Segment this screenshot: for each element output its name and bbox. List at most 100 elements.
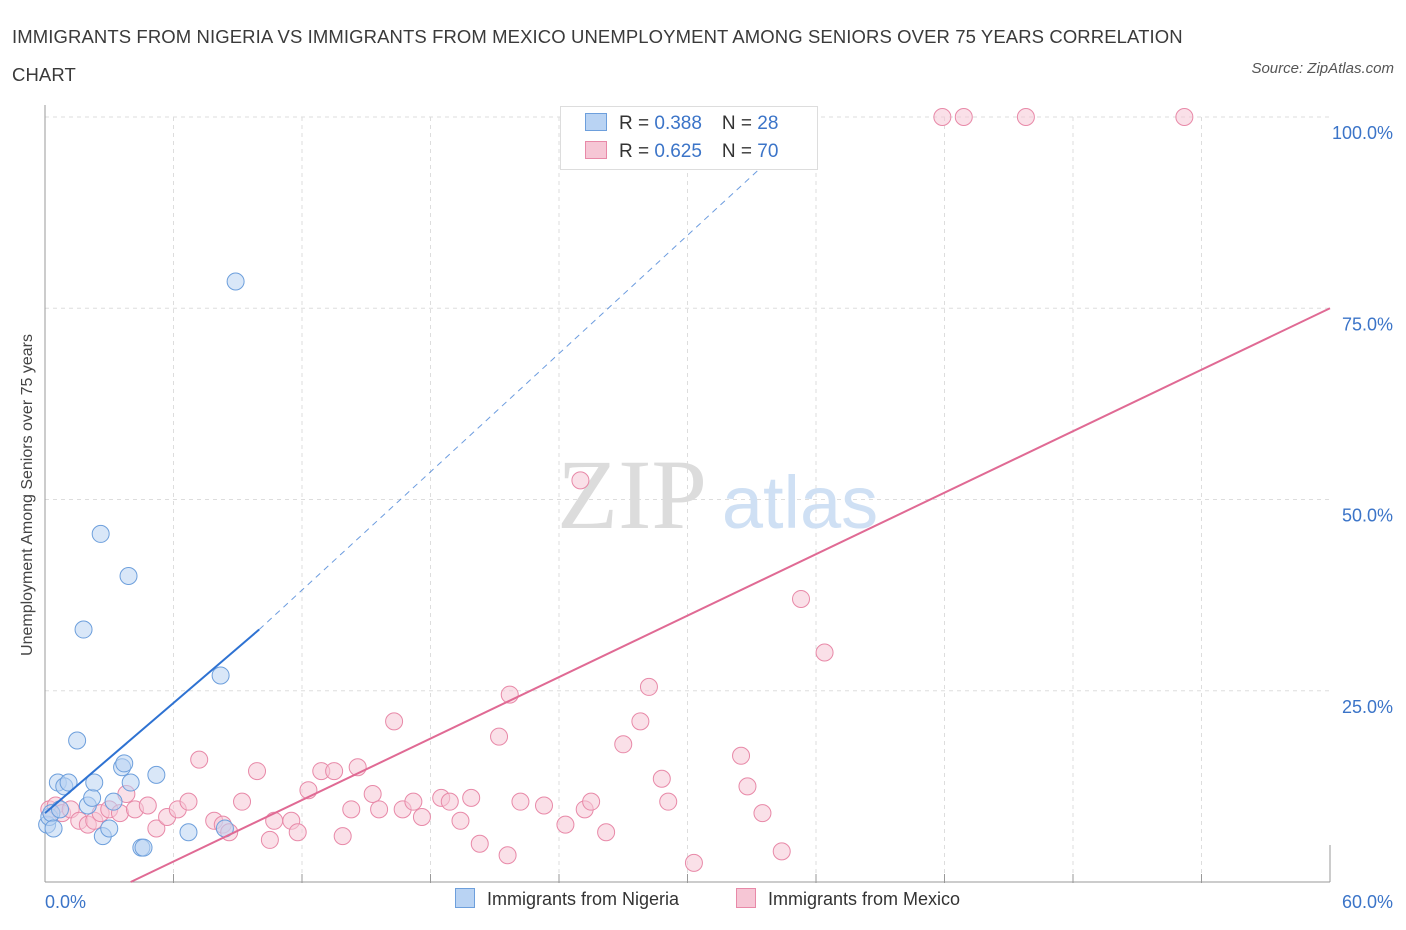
- nigeria-point: [211, 666, 230, 685]
- mexico-point: [385, 712, 404, 731]
- nigeria-point: [68, 731, 87, 750]
- x-tick-label: 60.0%: [1342, 892, 1393, 912]
- mexico-point: [342, 800, 361, 819]
- mexico-point: [732, 746, 751, 765]
- mexico-swatch: [585, 141, 607, 159]
- mexico-point: [260, 830, 279, 849]
- mexico-point: [582, 792, 601, 811]
- mexico-trend-line: [130, 307, 1331, 883]
- trend-layer: [44, 116, 1331, 883]
- mexico-point: [440, 792, 459, 811]
- mexico-point: [753, 804, 772, 823]
- mexico-point: [933, 108, 952, 126]
- nigeria-point: [226, 272, 245, 291]
- watermark: ZIP atlas: [557, 439, 878, 550]
- mexico-points: [40, 108, 1194, 872]
- mexico-point: [498, 846, 517, 865]
- mexico-point: [614, 735, 633, 754]
- nigeria-point: [147, 765, 166, 784]
- legend-r-label: R =: [619, 141, 655, 162]
- y-tick-label: 100.0%: [1332, 123, 1393, 143]
- x-tick-label: 0.0%: [45, 892, 86, 912]
- watermark-zip: ZIP: [557, 439, 707, 550]
- legend-item-nigeria: Immigrants from Nigeria: [455, 888, 679, 910]
- mexico-point: [370, 800, 389, 819]
- correlation-legend: R = 0.388 N = 28 R = 0.625 N = 70: [560, 106, 818, 170]
- mexico-point: [451, 811, 470, 830]
- mexico-legend-swatch: [736, 888, 756, 908]
- mexico-point: [631, 712, 650, 731]
- mexico-point: [659, 792, 678, 811]
- nigeria-legend-swatch: [455, 888, 475, 908]
- watermark-atlas: atlas: [722, 461, 878, 544]
- axis-layer: [44, 105, 1331, 883]
- mexico-point: [333, 827, 352, 846]
- mexico-point: [639, 677, 658, 696]
- nigeria-point: [100, 819, 119, 838]
- mexico-point: [738, 777, 757, 796]
- mexico-point: [954, 108, 973, 126]
- legend-r-label: R =: [619, 113, 655, 134]
- mexico-point: [265, 811, 284, 830]
- mexico-point: [190, 750, 209, 769]
- mexico-point: [248, 762, 267, 781]
- legend-item-mexico: Immigrants from Mexico: [736, 888, 960, 910]
- mexico-point: [652, 769, 671, 788]
- mexico-point: [772, 842, 791, 861]
- nigeria-point: [83, 788, 102, 807]
- legend-n-label: N =: [721, 113, 758, 134]
- legend-row-mexico: R = 0.625 N = 70: [585, 140, 778, 164]
- mexico-point: [325, 762, 344, 781]
- mexico-point: [412, 807, 431, 826]
- mexico-point: [792, 589, 811, 608]
- nigeria-point: [121, 773, 140, 792]
- nigeria-point: [50, 800, 69, 819]
- mexico-point: [363, 785, 382, 804]
- nigeria-point: [59, 773, 78, 792]
- nigeria-legend-label: Immigrants from Nigeria: [487, 889, 680, 909]
- nigeria-point: [134, 838, 153, 857]
- mexico-point: [490, 727, 509, 746]
- mexico-point: [462, 788, 481, 807]
- mexico-point: [147, 819, 166, 838]
- nigeria-point: [85, 773, 104, 792]
- mexico-point: [1016, 108, 1035, 126]
- nigeria-point: [91, 524, 110, 543]
- mexico-point: [684, 853, 703, 872]
- mexico-point: [179, 792, 198, 811]
- mexico-point: [597, 823, 616, 842]
- mexico-point: [556, 815, 575, 834]
- mexico-point: [815, 643, 834, 662]
- mexico-point: [404, 792, 423, 811]
- mexico-point: [233, 792, 252, 811]
- nigeria-point: [119, 567, 138, 585]
- y-axis-label: Unemployment Among Seniors over 75 years: [19, 334, 36, 656]
- nigeria-point: [115, 754, 134, 773]
- legend-row-nigeria: R = 0.388 N = 28: [585, 112, 778, 136]
- legend-n-value: 28: [757, 113, 779, 134]
- y-tick-label: 25.0%: [1342, 697, 1393, 717]
- source-label: Source: ZipAtlas.com: [1251, 60, 1394, 77]
- nigeria-swatch: [585, 113, 607, 131]
- mexico-point: [470, 834, 489, 853]
- mexico-legend-label: Immigrants from Mexico: [768, 889, 961, 909]
- nigeria-points: [38, 272, 245, 857]
- nigeria-trend-extension: [258, 116, 817, 630]
- tick-label-layer: 25.0% 50.0% 75.0% 100.0% 0.0% 60.0%: [45, 123, 1393, 912]
- mexico-point: [571, 471, 590, 490]
- mexico-point: [288, 823, 307, 842]
- mexico-point: [535, 796, 554, 815]
- legend-r-value: 0.625: [654, 141, 702, 162]
- nigeria-point: [44, 819, 63, 838]
- y-tick-label: 75.0%: [1342, 314, 1393, 334]
- mexico-point: [138, 796, 157, 815]
- mexico-point: [511, 792, 530, 811]
- legend-n-value: 70: [757, 141, 779, 162]
- mexico-point: [1175, 108, 1194, 126]
- legend-r-value: 0.388: [654, 113, 702, 134]
- nigeria-trend-line: [44, 628, 260, 814]
- y-tick-label: 50.0%: [1342, 506, 1393, 526]
- nigeria-point: [104, 792, 123, 811]
- nigeria-point: [74, 620, 93, 639]
